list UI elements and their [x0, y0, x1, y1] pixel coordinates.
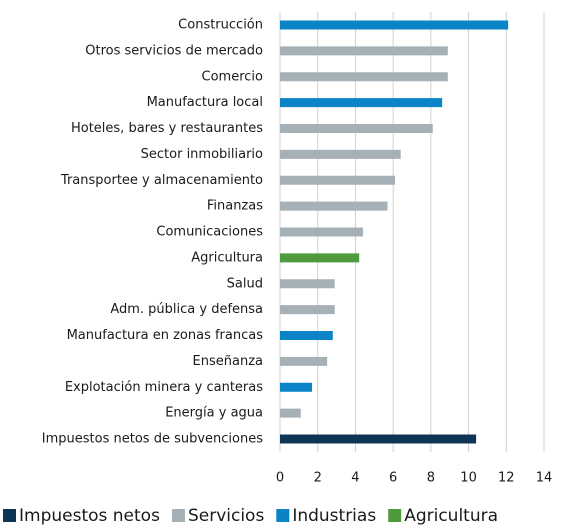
y-tick-label: Comunicaciones [156, 225, 263, 240]
y-tick-label: Hoteles, bares y restaurantes [71, 121, 263, 136]
y-tick-label: Impuestos netos de subvenciones [42, 432, 263, 447]
bar [280, 149, 401, 159]
bar [280, 20, 509, 30]
bar [280, 227, 363, 237]
y-tick-label: Manufactura en zonas francas [67, 328, 264, 343]
x-tick-label: 6 [389, 471, 397, 486]
y-tick-label: Salud [227, 276, 263, 291]
y-tick-label: Transportee y almacenamiento [60, 173, 263, 188]
bar [280, 382, 313, 392]
x-tick-label: 2 [314, 471, 322, 486]
y-tick-label: Comercio [202, 69, 264, 84]
bar [280, 305, 335, 315]
y-tick-label: Energía y agua [165, 406, 263, 421]
bar [280, 175, 396, 185]
x-tick-label: 14 [536, 471, 553, 486]
legend-swatch [276, 509, 290, 522]
bar [280, 356, 328, 366]
bar [280, 434, 477, 444]
y-tick-label: Agricultura [191, 250, 263, 265]
bar [280, 253, 360, 263]
y-tick-label: Adm. pública y defensa [110, 302, 263, 317]
y-tick-label: Construcción [178, 18, 263, 33]
x-tick-label: 0 [276, 471, 284, 486]
legend-swatch [3, 509, 16, 522]
bar [280, 98, 443, 108]
bar [280, 72, 448, 82]
y-tick-label: Otros servicios de mercado [85, 43, 263, 58]
legend-label: Agricultura [404, 506, 498, 526]
x-tick-label: 12 [498, 471, 515, 486]
legend-label: Impuestos netos [19, 506, 160, 526]
y-tick-label: Enseñanza [193, 354, 263, 369]
x-tick-label: 4 [351, 471, 359, 486]
legend-label: Servicios [188, 506, 264, 526]
y-tick-label: Sector inmobiliario [141, 147, 263, 162]
legend-swatch [388, 509, 402, 522]
x-tick-label: 8 [427, 471, 435, 486]
legend-label: Industrias [292, 506, 376, 526]
y-tick-label: Manufactura local [147, 95, 263, 110]
bar [280, 124, 433, 133]
legend-swatch [171, 509, 185, 522]
bar [280, 46, 448, 56]
bar [280, 408, 301, 418]
y-tick-label: Explotación minera y canteras [65, 380, 263, 395]
bar [280, 279, 335, 289]
x-tick-label: 10 [460, 471, 477, 486]
y-tick-label: Finanzas [207, 199, 263, 214]
bar [280, 331, 333, 340]
bar [280, 201, 388, 211]
